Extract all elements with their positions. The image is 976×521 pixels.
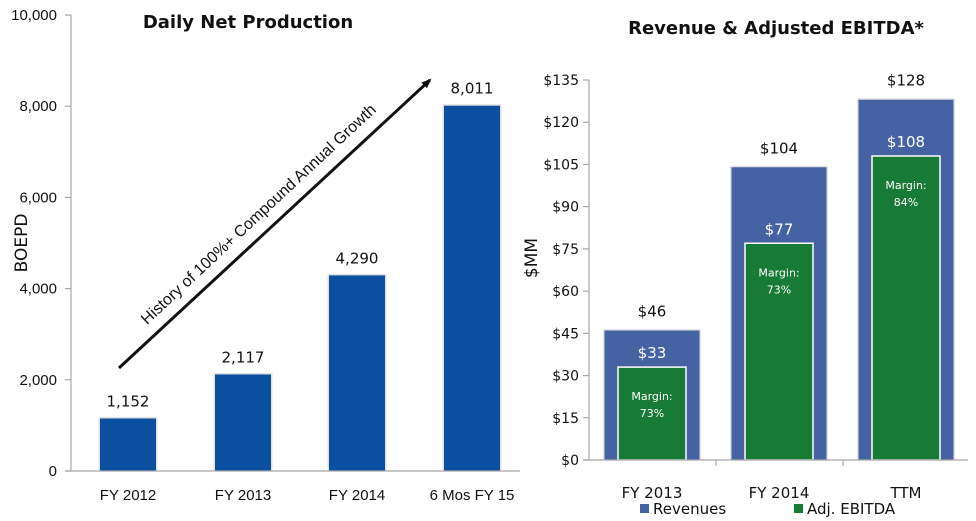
data-label: 8,011 (451, 80, 494, 98)
y-tick-label: $45 (552, 326, 579, 342)
revenue-data-label: $46 (638, 303, 667, 321)
x-tick-label: FY 2014 (329, 487, 385, 504)
bar (215, 374, 271, 471)
y-axis-label: BOEPD (12, 214, 32, 273)
chart-title: Daily Net Production (143, 12, 353, 33)
margin-label: Margin: (885, 179, 926, 192)
y-tick-label: $60 (552, 284, 579, 300)
legend-swatch-revenues (640, 504, 649, 513)
revenue-ebitda-chart: Revenue & Adjusted EBITDA* $MM $0$15$30$… (522, 18, 968, 518)
ebitda-bar (617, 366, 687, 461)
y-tick-label: $120 (543, 115, 579, 131)
y-tick-label: 10,000 (11, 7, 57, 24)
y-tick-label: $135 (543, 73, 579, 89)
y-axis-label: $MM (522, 238, 542, 278)
y-tick-label: $105 (543, 157, 579, 173)
x-tick-label: FY 2013 (215, 487, 271, 504)
bars: $46 $33 Margin: 73% $104 $77 Margin: 73% $128 $10… (603, 72, 955, 461)
bar (444, 105, 500, 472)
x-axis: FY 2012 FY 2013 FY 2014 6 Mos FY 15 (66, 470, 520, 504)
ebitda-data-label: $108 (887, 133, 925, 151)
production-chart: Daily Net Production BOEPD 0 2,000 4,000 6,… (11, 7, 520, 504)
x-axis: FY 2013 FY 2014 TTM (583, 459, 968, 502)
margin-value: 73% (767, 283, 791, 296)
data-label: 1,152 (107, 392, 150, 410)
revenue-data-label: $104 (760, 139, 798, 157)
bars: 1,152 2,117 4,290 8,011 (98, 80, 502, 472)
bar (100, 418, 156, 471)
margin-value: 73% (640, 407, 664, 420)
ebitda-data-label: $77 (765, 220, 794, 238)
y-tick-label: 0 (49, 463, 57, 480)
margin-value: 84% (894, 196, 918, 209)
x-tick-label: FY 2012 (100, 487, 156, 504)
y-tick-label: 6,000 (19, 189, 57, 206)
y-tick-label: $0 (561, 453, 579, 469)
x-tick-label: 6 Mos FY 15 (430, 487, 515, 504)
ebitda-data-label: $33 (638, 344, 667, 362)
x-tick-label: TTM (889, 484, 921, 502)
y-tick-label: 2,000 (19, 372, 57, 389)
growth-arrow (117, 78, 432, 370)
y-tick-label: $90 (552, 200, 579, 216)
chart-title: Revenue & Adjusted EBITDA* (628, 18, 924, 39)
bar (329, 275, 385, 471)
x-tick-label: FY 2013 (622, 484, 683, 502)
y-tick-label: $30 (552, 369, 579, 385)
legend-swatch-adj-ebitda (794, 504, 803, 513)
legend-label-adj-ebitda: Adj. EBITDA (807, 500, 896, 518)
y-tick-label: 8,000 (19, 98, 57, 115)
data-label: 2,117 (222, 348, 265, 366)
x-tick-label: FY 2014 (749, 484, 810, 502)
legend-label-revenues: Revenues (653, 500, 726, 518)
data-label: 4,290 (336, 249, 379, 267)
y-tick-label: 4,000 (19, 281, 57, 298)
y-axis: $0 $15 $30 $45 $60 $75 $90 $105 $120 $135 (543, 73, 590, 469)
margin-label: Margin: (758, 266, 799, 279)
margin-label: Margin: (631, 390, 672, 403)
y-tick-label: $75 (552, 242, 579, 258)
y-tick-label: $15 (552, 411, 579, 427)
y-axis: 0 2,000 4,000 6,000 8,000 10,000 (11, 7, 72, 480)
legend: Revenues Adj. EBITDA (640, 500, 896, 518)
revenue-data-label: $128 (887, 72, 925, 90)
